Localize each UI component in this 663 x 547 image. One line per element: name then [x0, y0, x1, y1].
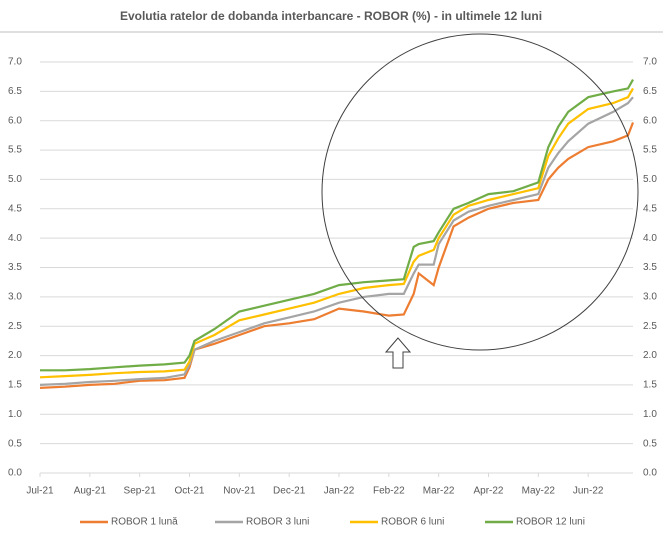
x-tick-label: Mar-22: [423, 486, 455, 497]
legend-label: ROBOR 6 luni: [381, 517, 444, 528]
y2-tick-label: 4.0: [643, 233, 657, 244]
series-line: [39, 96, 634, 386]
y-tick-label: 2.0: [8, 350, 22, 361]
y-tick-label: 4.5: [8, 203, 22, 214]
highlight-circle: [321, 33, 639, 351]
x-tick-label: Apr-22: [473, 486, 503, 497]
series-line: [40, 79, 634, 372]
y-tick-label: 5.0: [8, 174, 22, 185]
y2-tick-label: 3.5: [643, 262, 657, 273]
legend-label: ROBOR 1 lună: [111, 517, 178, 528]
y-tick-label: 1.5: [8, 380, 22, 391]
y-tick-label: 1.0: [8, 409, 22, 420]
y2-tick-label: 4.5: [643, 203, 657, 214]
y-tick-label: 0.0: [8, 468, 22, 479]
series-line: [39, 122, 635, 389]
x-tick-label: Jan-22: [324, 486, 355, 497]
y2-tick-label: 6.0: [643, 115, 657, 126]
x-tick-label: May-22: [522, 486, 556, 497]
y-tick-label: 6.5: [8, 86, 22, 97]
x-tick-label: Jun-22: [573, 486, 604, 497]
y2-tick-label: 2.0: [643, 350, 657, 361]
x-tick-label: Nov-21: [223, 486, 256, 497]
y-tick-label: 5.5: [8, 145, 22, 156]
legend-label: ROBOR 12 luni: [516, 517, 585, 528]
x-tick-label: Sep-21: [124, 486, 157, 497]
y-tick-label: 3.0: [8, 291, 22, 302]
y2-tick-label: 6.5: [643, 86, 657, 97]
chart-title: Evolutia ratelor de dobanda interbancare…: [120, 9, 542, 23]
series-line: [39, 87, 634, 379]
y2-tick-label: 2.5: [643, 321, 657, 332]
y2-tick-label: 7.0: [643, 57, 657, 68]
y2-tick-label: 5.0: [643, 174, 657, 185]
y2-tick-label: 1.0: [643, 409, 657, 420]
plot-area: 0.0 0.5 1.0 1.5 2.0 2.5 3.0 3.5 4.0 4.5 5.0 5.5 6.0 6…: [8, 57, 657, 528]
x-tick-label: Oct-21: [174, 486, 204, 497]
arrow-icon: [384, 337, 412, 369]
y2-tick-label: 1.5: [643, 380, 657, 391]
y-tick-label: 0.5: [8, 438, 22, 449]
x-tick-label: Aug-21: [74, 486, 107, 497]
y2-tick-label: 0.0: [643, 468, 657, 479]
y2-tick-label: 0.5: [643, 438, 657, 449]
y-tick-label: 3.5: [8, 262, 22, 273]
y2-tick-label: 5.5: [643, 145, 657, 156]
x-tick-label: Feb-22: [373, 486, 405, 497]
y-tick-label: 6.0: [8, 115, 22, 126]
x-tick-label: Dec-21: [273, 486, 306, 497]
y-tick-label: 4.0: [8, 233, 22, 244]
y-tick-label: 7.0: [8, 57, 22, 68]
x-tick-label: Jul-21: [26, 486, 54, 497]
y-tick-label: 2.5: [8, 321, 22, 332]
legend-label: ROBOR 3 luni: [246, 517, 309, 528]
y2-tick-label: 3.0: [643, 291, 657, 302]
